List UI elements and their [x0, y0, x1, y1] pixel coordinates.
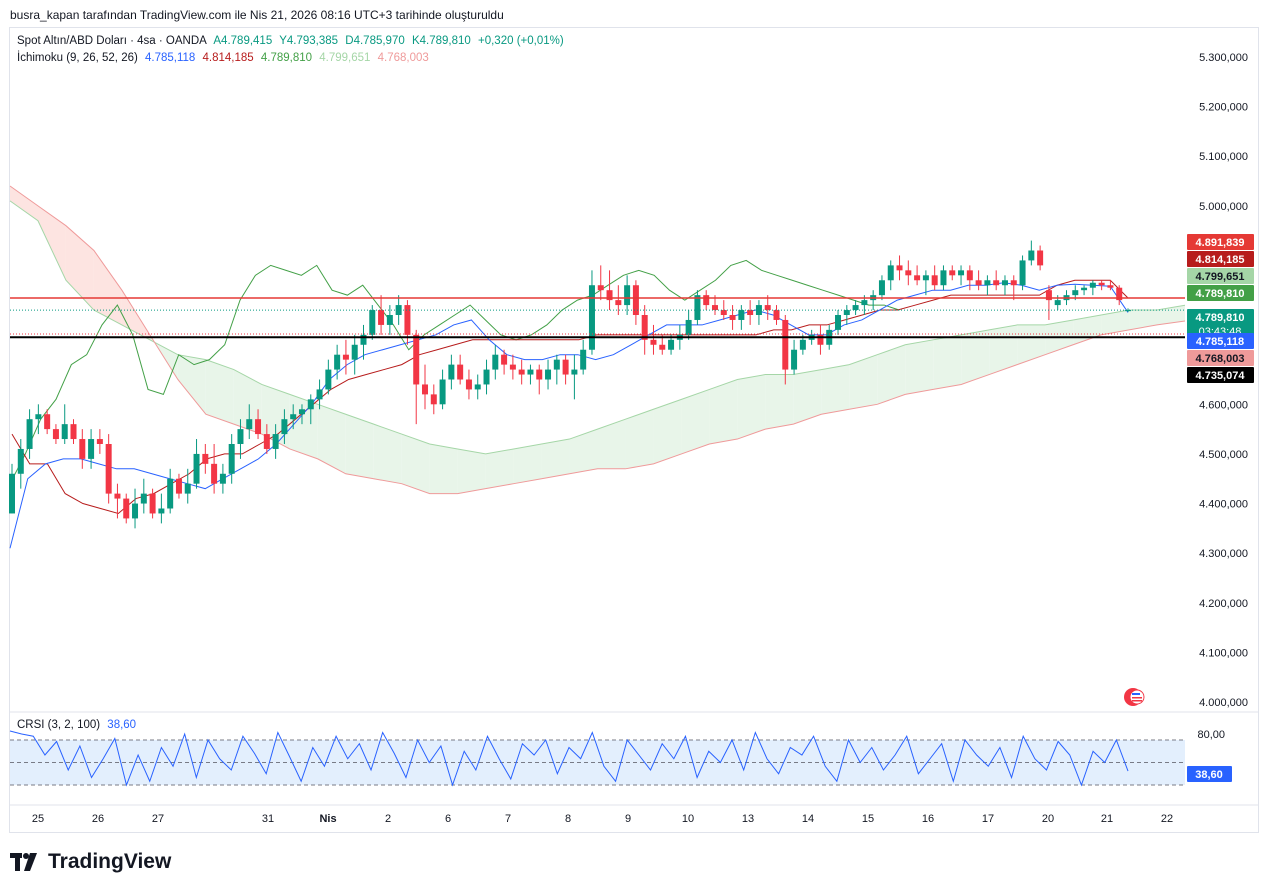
- tradingview-logo-icon: [10, 853, 37, 871]
- high-value: Y4.793,385: [279, 35, 339, 47]
- ichimoku-conversion-value: 4.785,118: [145, 52, 196, 64]
- chart-caption: busra_kapan tarafından TradingView.com i…: [10, 8, 504, 22]
- tradingview-logo[interactable]: TradingView: [10, 850, 171, 874]
- ichimoku-lagging-value: 4.789,810: [260, 52, 313, 64]
- ichimoku-label[interactable]: İchimoku (9, 26, 52, 26): [17, 52, 138, 64]
- change-value: +0,320 (+0,01%): [478, 35, 564, 47]
- ichimoku-span-a-value: 4.799,651: [319, 52, 371, 64]
- crsi-value: 38,60: [107, 719, 137, 731]
- ichimoku-base-value: 4.814,185: [202, 52, 254, 64]
- symbol-legend: Spot Altın/ABD Doları · 4sa · OANDA A4.7…: [17, 35, 568, 47]
- close-value: K4.789,810: [411, 35, 471, 47]
- low-value: D4.785,970: [345, 35, 405, 47]
- tradingview-brand: TradingView: [48, 850, 172, 873]
- crsi-label[interactable]: CRSI (3, 2, 100): [17, 719, 101, 731]
- symbol-name[interactable]: Spot Altın/ABD Doları · 4sa · OANDA: [17, 35, 207, 47]
- ichimoku-legend: İchimoku (9, 26, 52, 26) 4.785,118 4.814…: [17, 52, 433, 64]
- crsi-legend: CRSI (3, 2, 100) 38,60: [17, 719, 136, 731]
- chart-frame: [9, 27, 1259, 833]
- ichimoku-span-b-value: 4.768,003: [377, 52, 429, 64]
- open-value: A4.789,415: [213, 35, 273, 47]
